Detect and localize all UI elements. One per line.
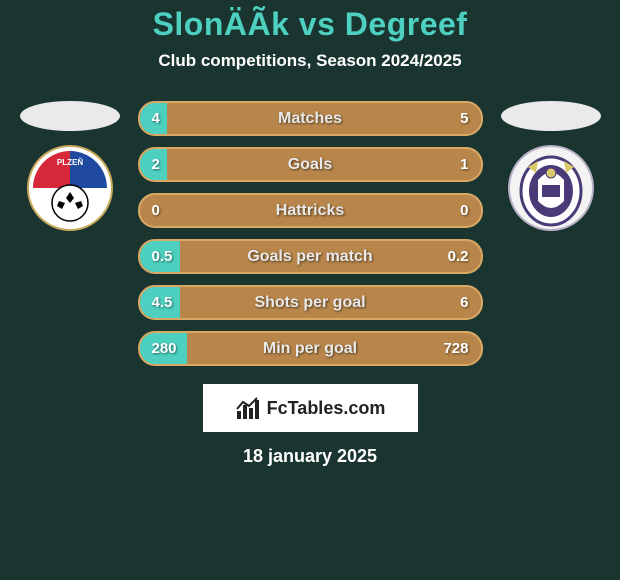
right-club-badge-icon: [508, 145, 594, 231]
stat-right-value: 1: [460, 156, 468, 173]
svg-text:PLZEŇ: PLZEŇ: [56, 158, 82, 167]
stat-row: 0 Hattricks 0: [138, 193, 483, 228]
stat-left-value: 4: [152, 110, 160, 127]
right-player-column: [501, 101, 601, 231]
stat-label: Goals: [288, 156, 332, 174]
right-player-silhouette: [501, 101, 601, 131]
main-row: PLZEŇ 4 Matches 5 2 Goals 1 0 Hattricks 0 0.5 Goal…: [0, 101, 620, 366]
stat-label: Hattricks: [276, 202, 344, 220]
stat-right-value: 0.2: [448, 248, 469, 265]
stat-left-value: 2: [152, 156, 160, 173]
left-player-column: PLZEŇ: [20, 101, 120, 231]
left-player-silhouette: [20, 101, 120, 131]
stat-left-value: 280: [152, 340, 177, 357]
stat-row: 4.5 Shots per goal 6: [138, 285, 483, 320]
stat-right-value: 6: [460, 294, 468, 311]
stat-right-value: 0: [460, 202, 468, 219]
stat-label: Matches: [278, 110, 342, 128]
stat-left-value: 4.5: [152, 294, 173, 311]
stat-row: 280 Min per goal 728: [138, 331, 483, 366]
stats-bars: 4 Matches 5 2 Goals 1 0 Hattricks 0 0.5 Goals per …: [138, 101, 483, 366]
stat-right-value: 728: [443, 340, 468, 357]
stat-label: Min per goal: [263, 340, 357, 358]
brand-logo-icon: [235, 395, 261, 421]
brand-text: FcTables.com: [267, 398, 386, 419]
stat-label: Goals per match: [247, 248, 372, 266]
comparison-card: SlonÄÃ­k vs Degreef Club competitions, S…: [0, 0, 620, 467]
snapshot-date: 18 january 2025: [0, 446, 620, 467]
stat-right-value: 5: [460, 110, 468, 127]
season-subtitle: Club competitions, Season 2024/2025: [0, 51, 620, 71]
brand-attribution: FcTables.com: [203, 384, 418, 432]
page-title: SlonÄÃ­k vs Degreef: [0, 6, 620, 43]
stat-row: 0.5 Goals per match 0.2: [138, 239, 483, 274]
stat-row: 2 Goals 1: [138, 147, 483, 182]
left-club-badge-icon: PLZEŇ: [27, 145, 113, 231]
stat-left-value: 0: [152, 202, 160, 219]
stat-left-value: 0.5: [152, 248, 173, 265]
stat-row: 4 Matches 5: [138, 101, 483, 136]
stat-label: Shots per goal: [254, 294, 365, 312]
